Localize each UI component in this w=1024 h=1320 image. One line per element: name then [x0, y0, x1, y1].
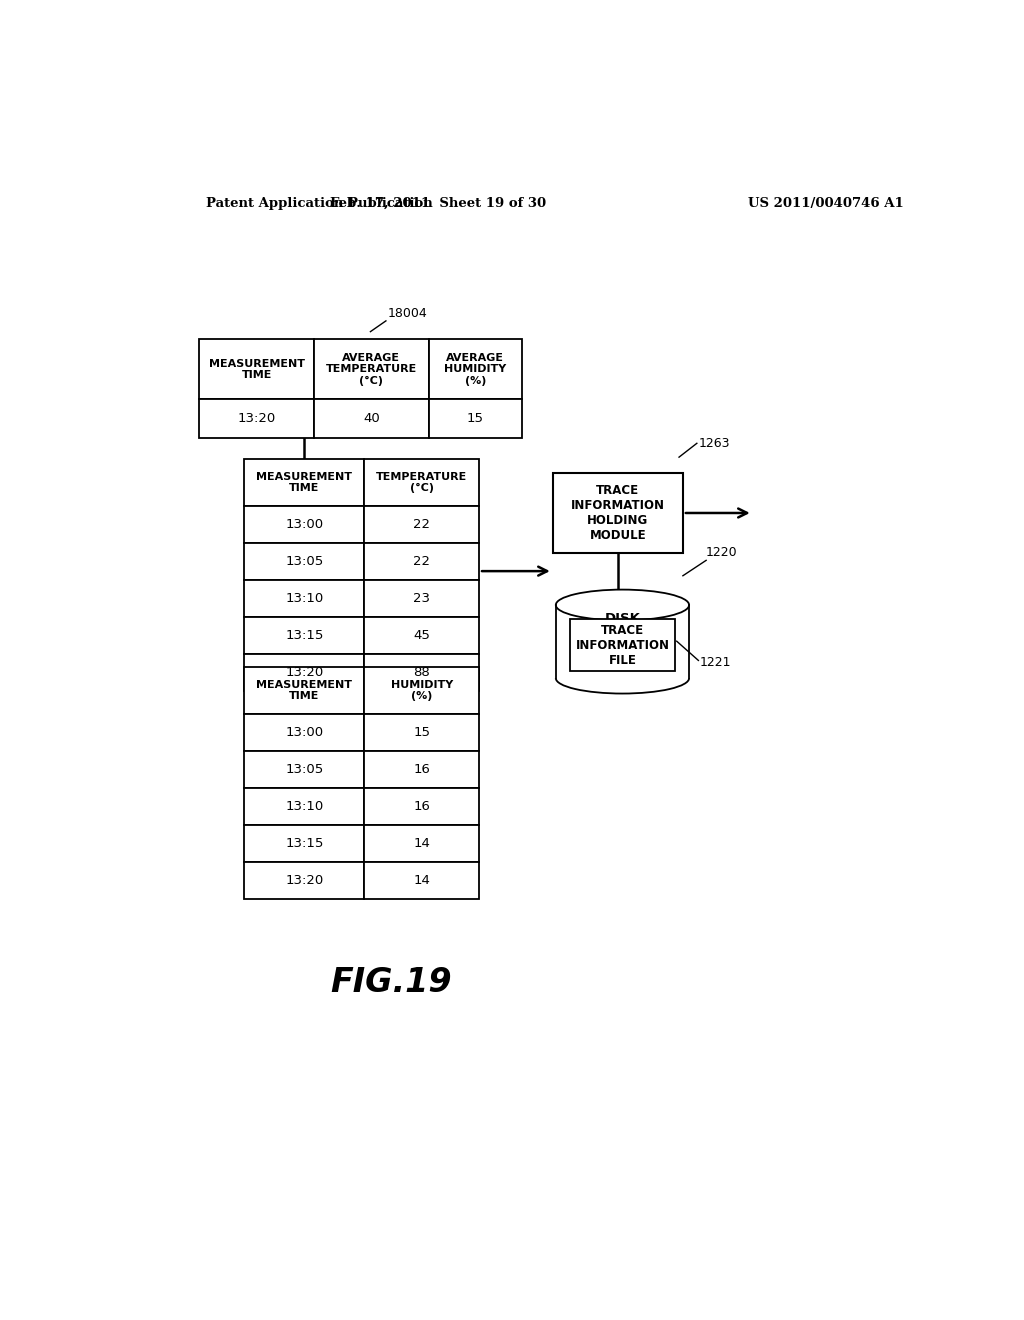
Text: FIG.19: FIG.19: [331, 966, 453, 999]
Bar: [245, 581, 365, 618]
Bar: [245, 714, 365, 751]
Text: 13:05: 13:05: [286, 763, 324, 776]
Text: 1221: 1221: [700, 656, 731, 669]
Text: US 2011/0040746 A1: US 2011/0040746 A1: [748, 197, 903, 210]
Text: TRACE
INFORMATION
FILE: TRACE INFORMATION FILE: [575, 623, 670, 667]
Text: TRACE
INFORMATION
HOLDING
MODULE: TRACE INFORMATION HOLDING MODULE: [570, 484, 665, 543]
Text: 15: 15: [414, 726, 430, 739]
Text: 13:00: 13:00: [286, 519, 324, 532]
Text: 13:05: 13:05: [286, 556, 324, 569]
Text: 88: 88: [414, 667, 430, 680]
Text: 1220: 1220: [707, 545, 737, 558]
Text: 1263: 1263: [698, 437, 730, 450]
Text: TEMPERATURE
(°C): TEMPERATURE (°C): [376, 471, 467, 494]
Bar: [245, 655, 365, 692]
Bar: [200, 339, 314, 400]
Ellipse shape: [556, 590, 689, 620]
Bar: [569, 619, 675, 671]
Text: 16: 16: [414, 763, 430, 776]
Bar: [365, 667, 479, 714]
Text: MEASUREMENT
TIME: MEASUREMENT TIME: [256, 680, 352, 701]
Text: HUMIDITY
(%): HUMIDITY (%): [390, 680, 453, 701]
Bar: [556, 605, 689, 678]
Bar: [245, 751, 365, 788]
Bar: [314, 400, 429, 438]
Bar: [314, 339, 429, 400]
Bar: [245, 862, 365, 899]
Text: 23: 23: [414, 593, 430, 606]
Text: 45: 45: [414, 630, 430, 643]
Bar: [200, 400, 314, 438]
Text: DISK: DISK: [604, 612, 640, 626]
Text: 13:20: 13:20: [286, 667, 324, 680]
Text: MEASUREMENT
TIME: MEASUREMENT TIME: [209, 359, 305, 380]
Text: 14: 14: [414, 874, 430, 887]
Bar: [365, 714, 479, 751]
Text: 13:15: 13:15: [285, 630, 324, 643]
Text: 14: 14: [414, 837, 430, 850]
Bar: [365, 544, 479, 581]
Bar: [365, 581, 479, 618]
Text: 22: 22: [414, 519, 430, 532]
Bar: [365, 862, 479, 899]
Bar: [245, 788, 365, 825]
Text: 18004: 18004: [387, 308, 427, 321]
Bar: [365, 507, 479, 544]
Bar: [365, 459, 479, 507]
Text: Patent Application Publication: Patent Application Publication: [206, 197, 432, 210]
Bar: [245, 544, 365, 581]
Bar: [429, 339, 521, 400]
Bar: [365, 788, 479, 825]
Text: 13:15: 13:15: [285, 837, 324, 850]
Text: 13:20: 13:20: [286, 874, 324, 887]
Text: MEASUREMENT
TIME: MEASUREMENT TIME: [256, 471, 352, 494]
Bar: [245, 667, 365, 714]
Bar: [553, 473, 683, 553]
Text: 13:10: 13:10: [286, 800, 324, 813]
Text: 40: 40: [362, 412, 380, 425]
Text: 13:10: 13:10: [286, 593, 324, 606]
Text: 16: 16: [414, 800, 430, 813]
Bar: [245, 507, 365, 544]
Bar: [245, 825, 365, 862]
Text: Feb. 17, 2011  Sheet 19 of 30: Feb. 17, 2011 Sheet 19 of 30: [330, 197, 546, 210]
Text: 13:20: 13:20: [238, 412, 275, 425]
Bar: [365, 618, 479, 655]
Bar: [245, 459, 365, 507]
Text: 15: 15: [467, 412, 483, 425]
Bar: [245, 618, 365, 655]
Bar: [365, 825, 479, 862]
Text: AVERAGE
HUMIDITY
(%): AVERAGE HUMIDITY (%): [444, 352, 506, 385]
Bar: [429, 400, 521, 438]
Text: AVERAGE
TEMPERATURE
(°C): AVERAGE TEMPERATURE (°C): [326, 352, 417, 385]
Bar: [365, 751, 479, 788]
Bar: [365, 655, 479, 692]
Text: 22: 22: [414, 556, 430, 569]
Text: 13:00: 13:00: [286, 726, 324, 739]
